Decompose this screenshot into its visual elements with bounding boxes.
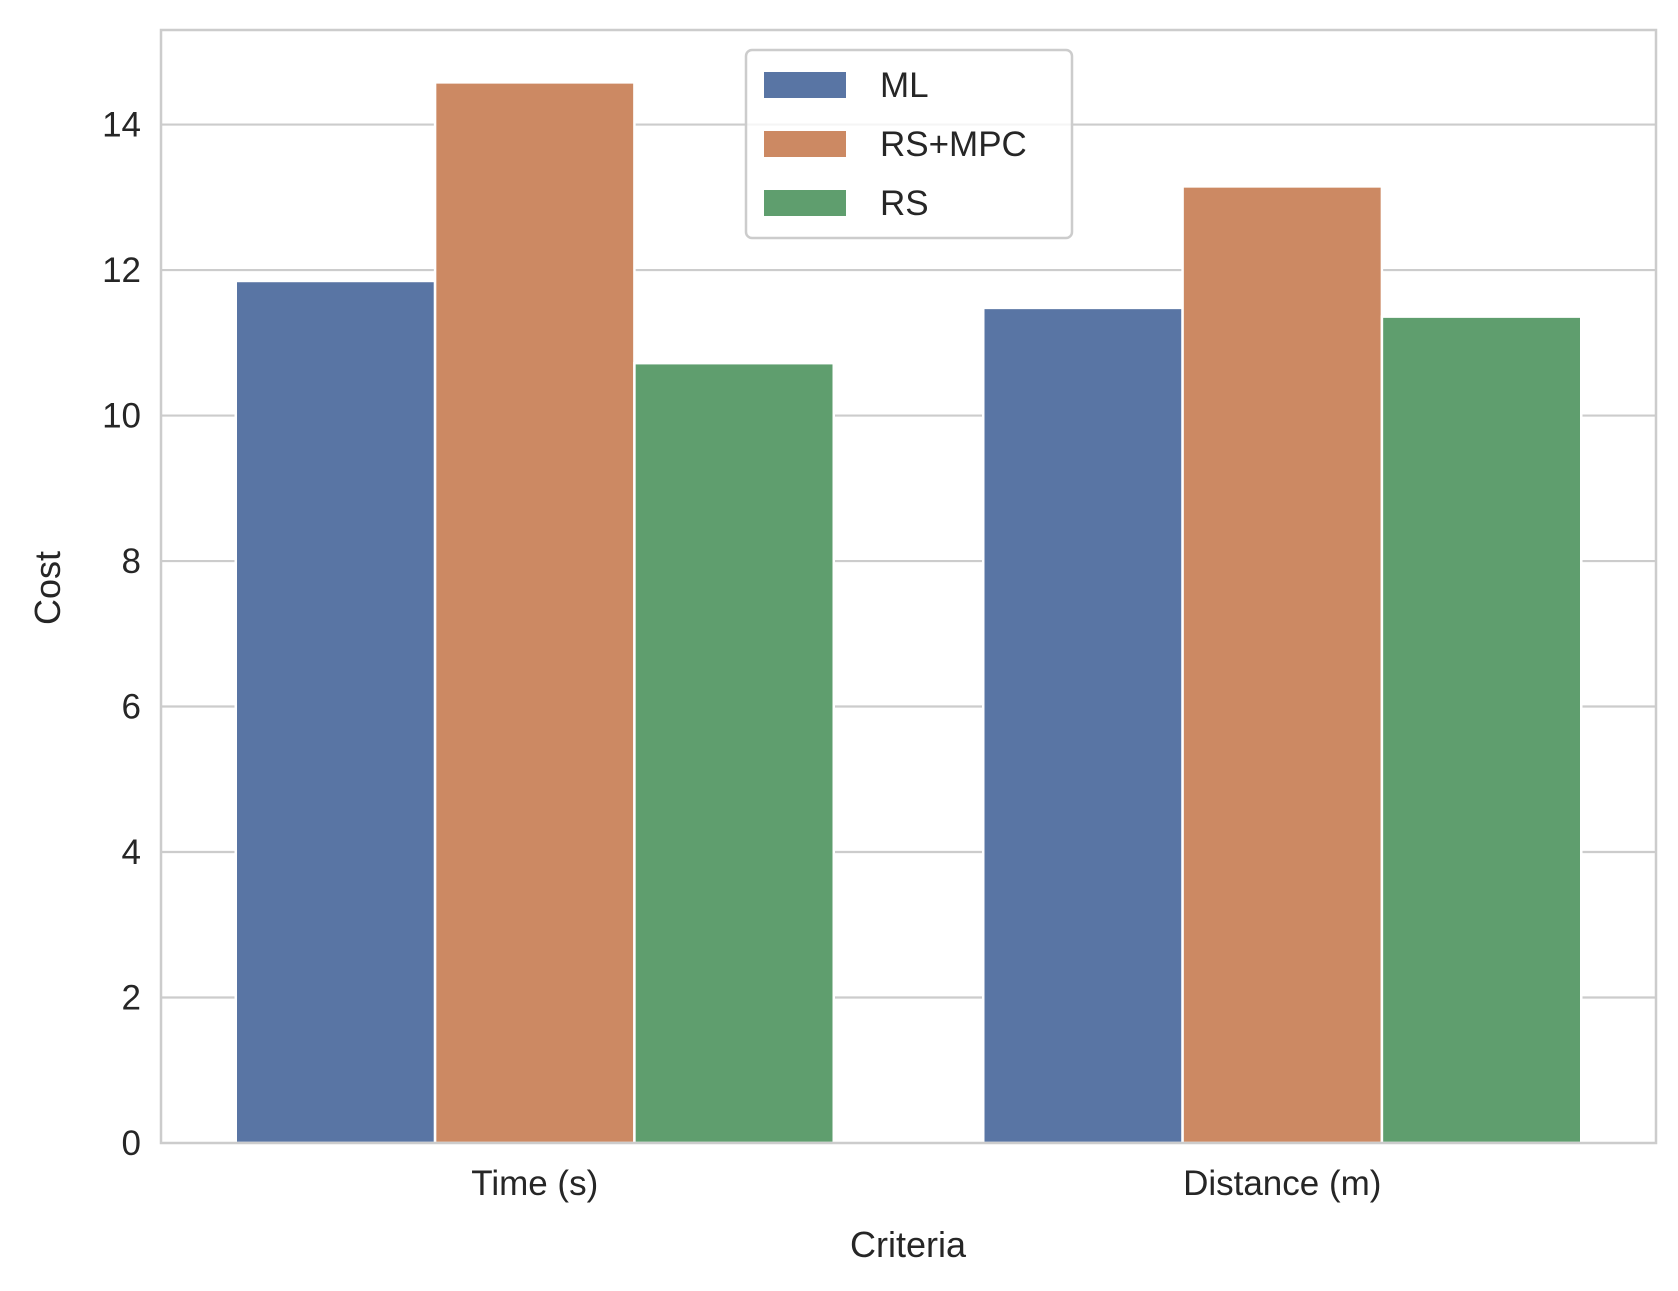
y-axis-label: Cost: [27, 551, 68, 625]
bar: [1380, 315, 1583, 1145]
y-tick-label: 6: [122, 688, 141, 727]
legend-swatch: [764, 72, 846, 98]
legend: ML RS+MPC RS: [744, 48, 1074, 240]
plot-frame: [159, 28, 1658, 1145]
legend-label: RS+MPC: [880, 125, 1027, 164]
x-tick-labels: Time (s) Distance (m): [471, 1164, 1381, 1203]
bar: [234, 279, 437, 1145]
x-axis-label: Criteria: [850, 1224, 967, 1265]
x-tick-label: Time (s): [471, 1164, 598, 1203]
legend-swatch: [764, 190, 846, 216]
y-tick-label: 8: [122, 542, 141, 581]
legend-label: ML: [880, 66, 929, 105]
bar: [1181, 185, 1384, 1145]
y-tick-label: 4: [122, 833, 141, 872]
y-tick-label: 14: [102, 106, 141, 145]
y-tick-label: 12: [102, 251, 141, 290]
y-tick-labels: 0 2 4 6 8 10 12 14: [102, 106, 141, 1163]
y-tick-label: 10: [102, 397, 141, 436]
y-tick-label: 2: [122, 979, 141, 1018]
x-tick-label: Distance (m): [1183, 1164, 1381, 1203]
bar: [982, 306, 1184, 1145]
bar: [633, 361, 836, 1145]
y-tick-label: 0: [122, 1124, 141, 1163]
bar: [433, 81, 636, 1145]
legend-swatch: [764, 131, 846, 157]
legend-label: RS: [880, 184, 929, 223]
